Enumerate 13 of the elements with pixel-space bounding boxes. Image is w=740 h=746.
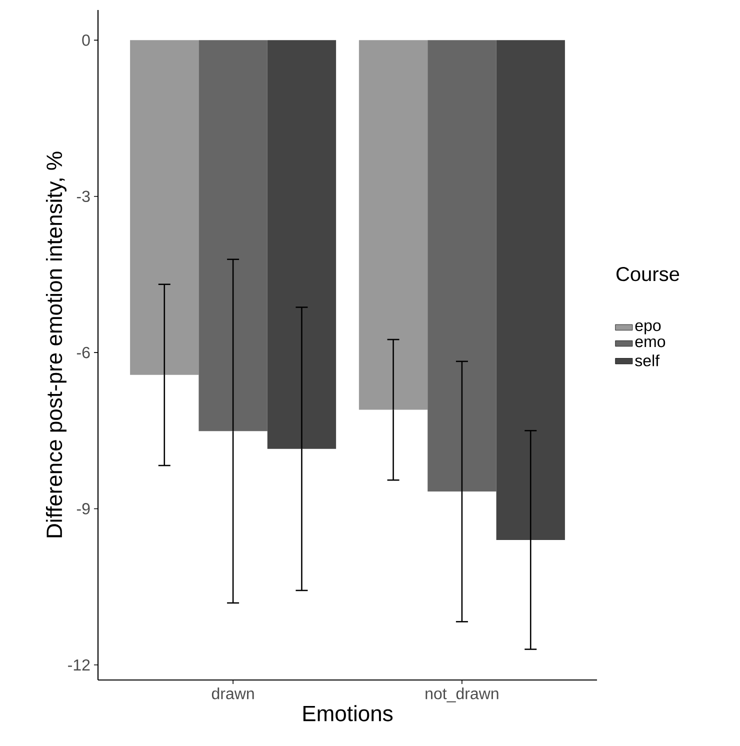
x-tick-label: not_drawn bbox=[426, 688, 498, 702]
y-axis-title: Difference post-pre emotion intensity, % bbox=[46, 152, 66, 538]
y-tick-label: -6 bbox=[76, 346, 90, 358]
x-tick-label: drawn bbox=[212, 688, 254, 700]
y-tick-label: 0 bbox=[82, 34, 90, 46]
x-axis-title: Emotions bbox=[303, 705, 393, 722]
y-tick-label: -9 bbox=[76, 503, 90, 514]
legend-label: epo bbox=[635, 322, 661, 334]
y-tick-label: -3 bbox=[76, 190, 90, 202]
legend-label: emo bbox=[635, 338, 666, 348]
legend-title: Course bbox=[616, 267, 680, 282]
y-tick-label: -12 bbox=[68, 659, 90, 670]
legend-label: self bbox=[635, 354, 660, 366]
